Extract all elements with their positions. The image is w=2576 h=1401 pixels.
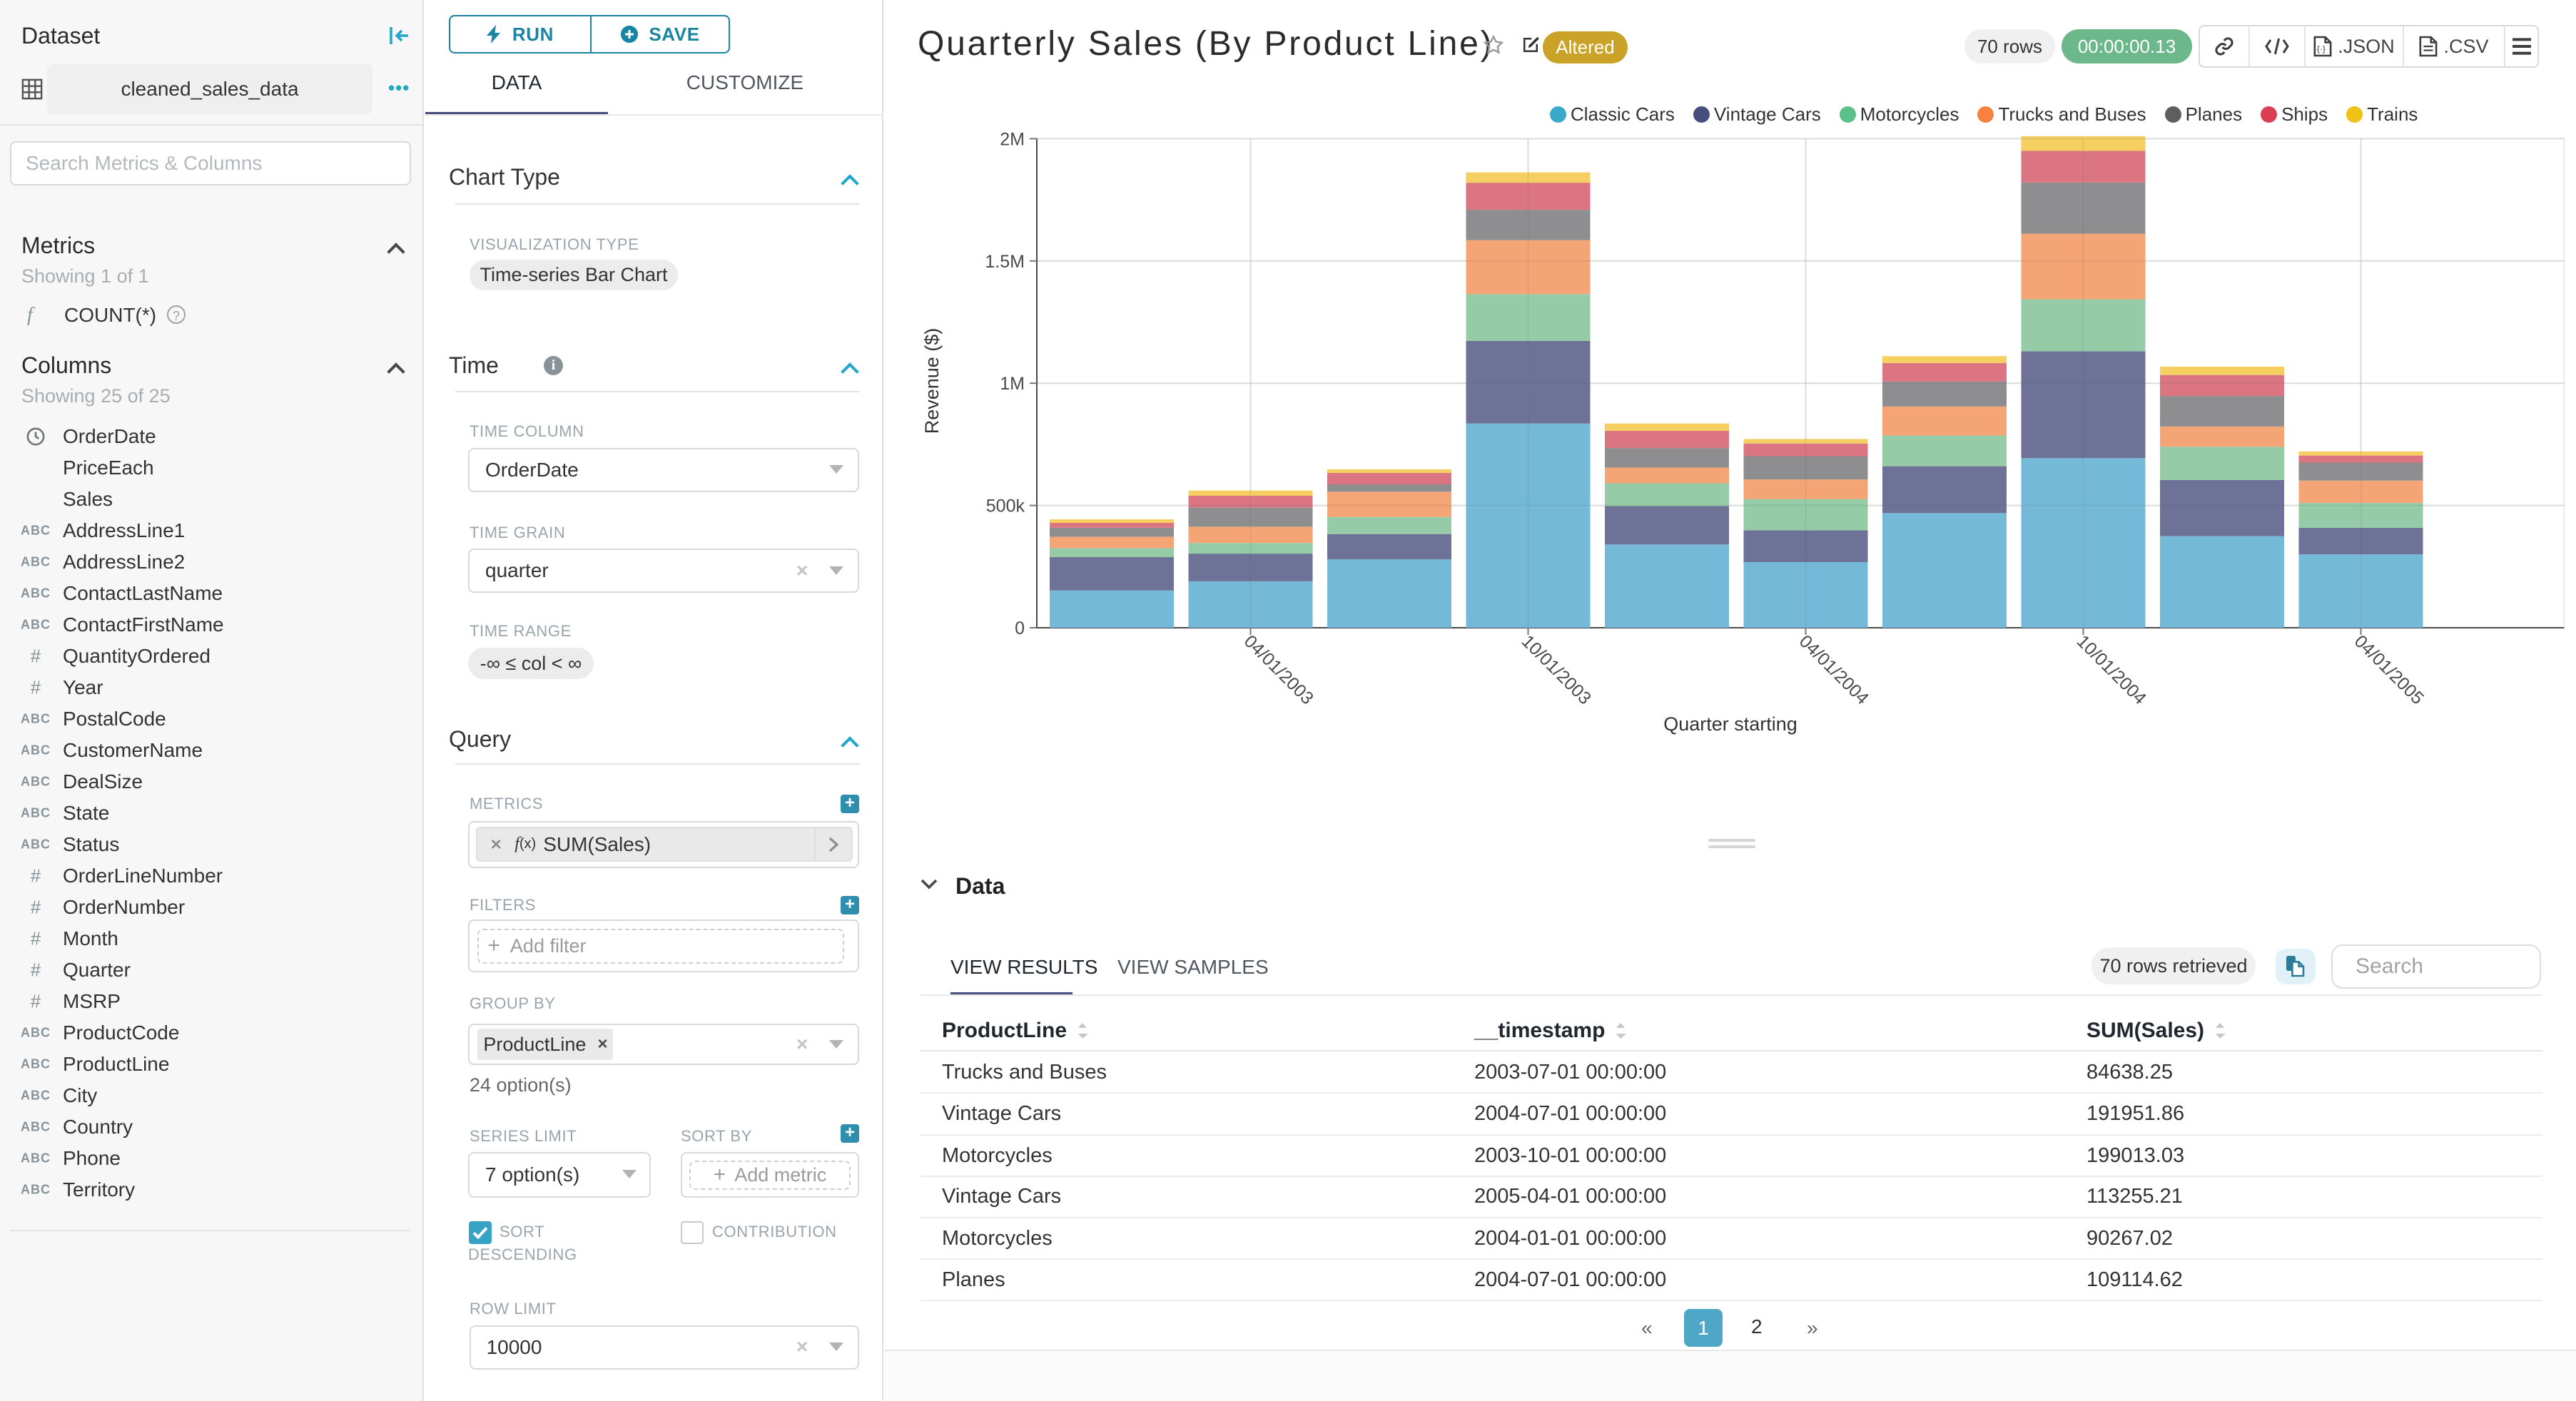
svg-text:0: 0 [1015, 618, 1025, 638]
svg-text:10/01/2003: 10/01/2003 [1518, 631, 1595, 708]
svg-text:2M: 2M [1000, 129, 1025, 149]
svg-text:10/01/2004: 10/01/2004 [2073, 631, 2150, 708]
svg-text:Quarter starting: Quarter starting [1663, 713, 1797, 735]
svg-text:1M: 1M [1000, 374, 1025, 394]
svg-text:04/01/2003: 04/01/2003 [1240, 631, 1317, 708]
svg-text:1.5M: 1.5M [985, 252, 1025, 272]
svg-text:04/01/2004: 04/01/2004 [1795, 631, 1872, 708]
svg-text:Revenue ($): Revenue ($) [921, 328, 943, 434]
svg-text:500k: 500k [986, 496, 1025, 516]
svg-text:04/01/2005: 04/01/2005 [2351, 631, 2428, 708]
svg-text:{·}: {·} [2317, 44, 2326, 54]
